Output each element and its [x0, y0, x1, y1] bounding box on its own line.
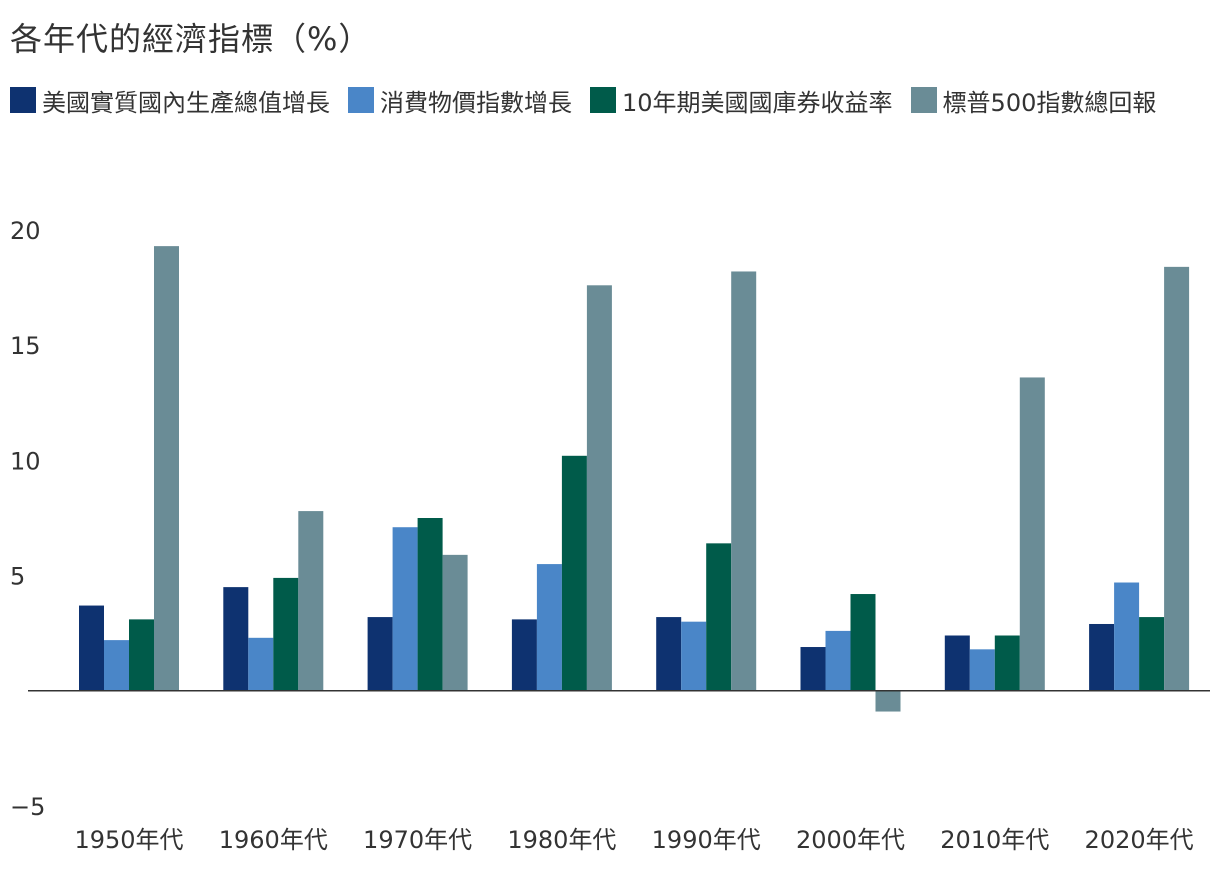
bar	[1164, 266, 1190, 691]
bar	[1089, 623, 1115, 691]
bar	[850, 594, 876, 691]
bar	[994, 635, 1020, 691]
bar	[154, 246, 179, 691]
chart-title: 各年代的經濟指標（%）	[10, 20, 372, 58]
legend-item-gdp: 美國實質國內生產總值增長	[10, 84, 330, 117]
bar	[442, 554, 468, 691]
bar	[298, 511, 324, 691]
legend-item-cpi: 消費物價指數增長	[348, 84, 572, 117]
y-tick-label: 5	[10, 563, 25, 591]
bar	[944, 635, 970, 691]
legend-item-sp500: 標普500指數總回報	[910, 84, 1157, 117]
bar	[706, 543, 732, 691]
x-category-label: 1980年代	[507, 826, 616, 854]
bar	[511, 619, 537, 691]
legend-label-cpi: 消費物價指數增長	[380, 88, 572, 117]
bar	[969, 649, 995, 691]
bar	[223, 587, 249, 691]
legend-swatch-sp500	[910, 87, 937, 113]
bar	[731, 271, 757, 691]
bar	[367, 617, 393, 691]
legend-swatch-gdp	[10, 87, 36, 113]
bar	[800, 647, 826, 691]
legend-label-sp500: 標普500指數總回報	[942, 88, 1157, 117]
x-category-label: 2020年代	[1085, 826, 1194, 854]
legend: 美國實質國內生產總值增長 消費物價指數增長 10年期美國國庫券收益率 標普500…	[10, 84, 1190, 117]
bar	[104, 640, 129, 691]
bar	[79, 605, 104, 691]
legend-item-treasury: 10年期美國國庫券收益率	[590, 84, 893, 117]
x-category-label: 2010年代	[940, 826, 1049, 854]
y-tick-label: −5	[10, 793, 45, 821]
bar	[586, 285, 612, 691]
x-category-label: 1950年代	[74, 826, 183, 854]
y-tick-label: 10	[10, 447, 41, 475]
x-category-label: 1960年代	[219, 826, 328, 854]
legend-swatch-cpi	[348, 87, 374, 113]
bar	[875, 690, 901, 712]
bar	[536, 564, 562, 691]
bars	[79, 246, 1190, 712]
bar	[273, 577, 299, 691]
bar	[681, 621, 707, 691]
legend-label-gdp: 美國實質國內生產總值增長	[42, 88, 330, 117]
bar	[1139, 617, 1165, 691]
y-tick-label: 15	[10, 332, 41, 360]
bar	[656, 617, 682, 691]
legend-label-treasury: 10年期美國國庫券收益率	[622, 88, 893, 117]
x-category-label: 1990年代	[652, 826, 761, 854]
x-category-label: 2000年代	[796, 826, 905, 854]
y-tick-label: 20	[10, 217, 41, 245]
bar	[417, 518, 443, 691]
bar	[129, 619, 154, 691]
x-category-label: 1970年代	[363, 826, 472, 854]
bar	[392, 527, 418, 691]
bar	[561, 455, 587, 691]
bar	[1114, 582, 1140, 691]
x-axis-categories: 1950年代 1960年代 1970年代 1980年代 1990年代 2000年代 2010…	[74, 826, 1193, 854]
bar	[248, 637, 274, 691]
y-axis-ticks: 20 15 10 5 −5	[10, 217, 45, 821]
bar	[1019, 377, 1045, 691]
legend-swatch-treasury	[590, 87, 616, 113]
bar	[825, 630, 851, 691]
